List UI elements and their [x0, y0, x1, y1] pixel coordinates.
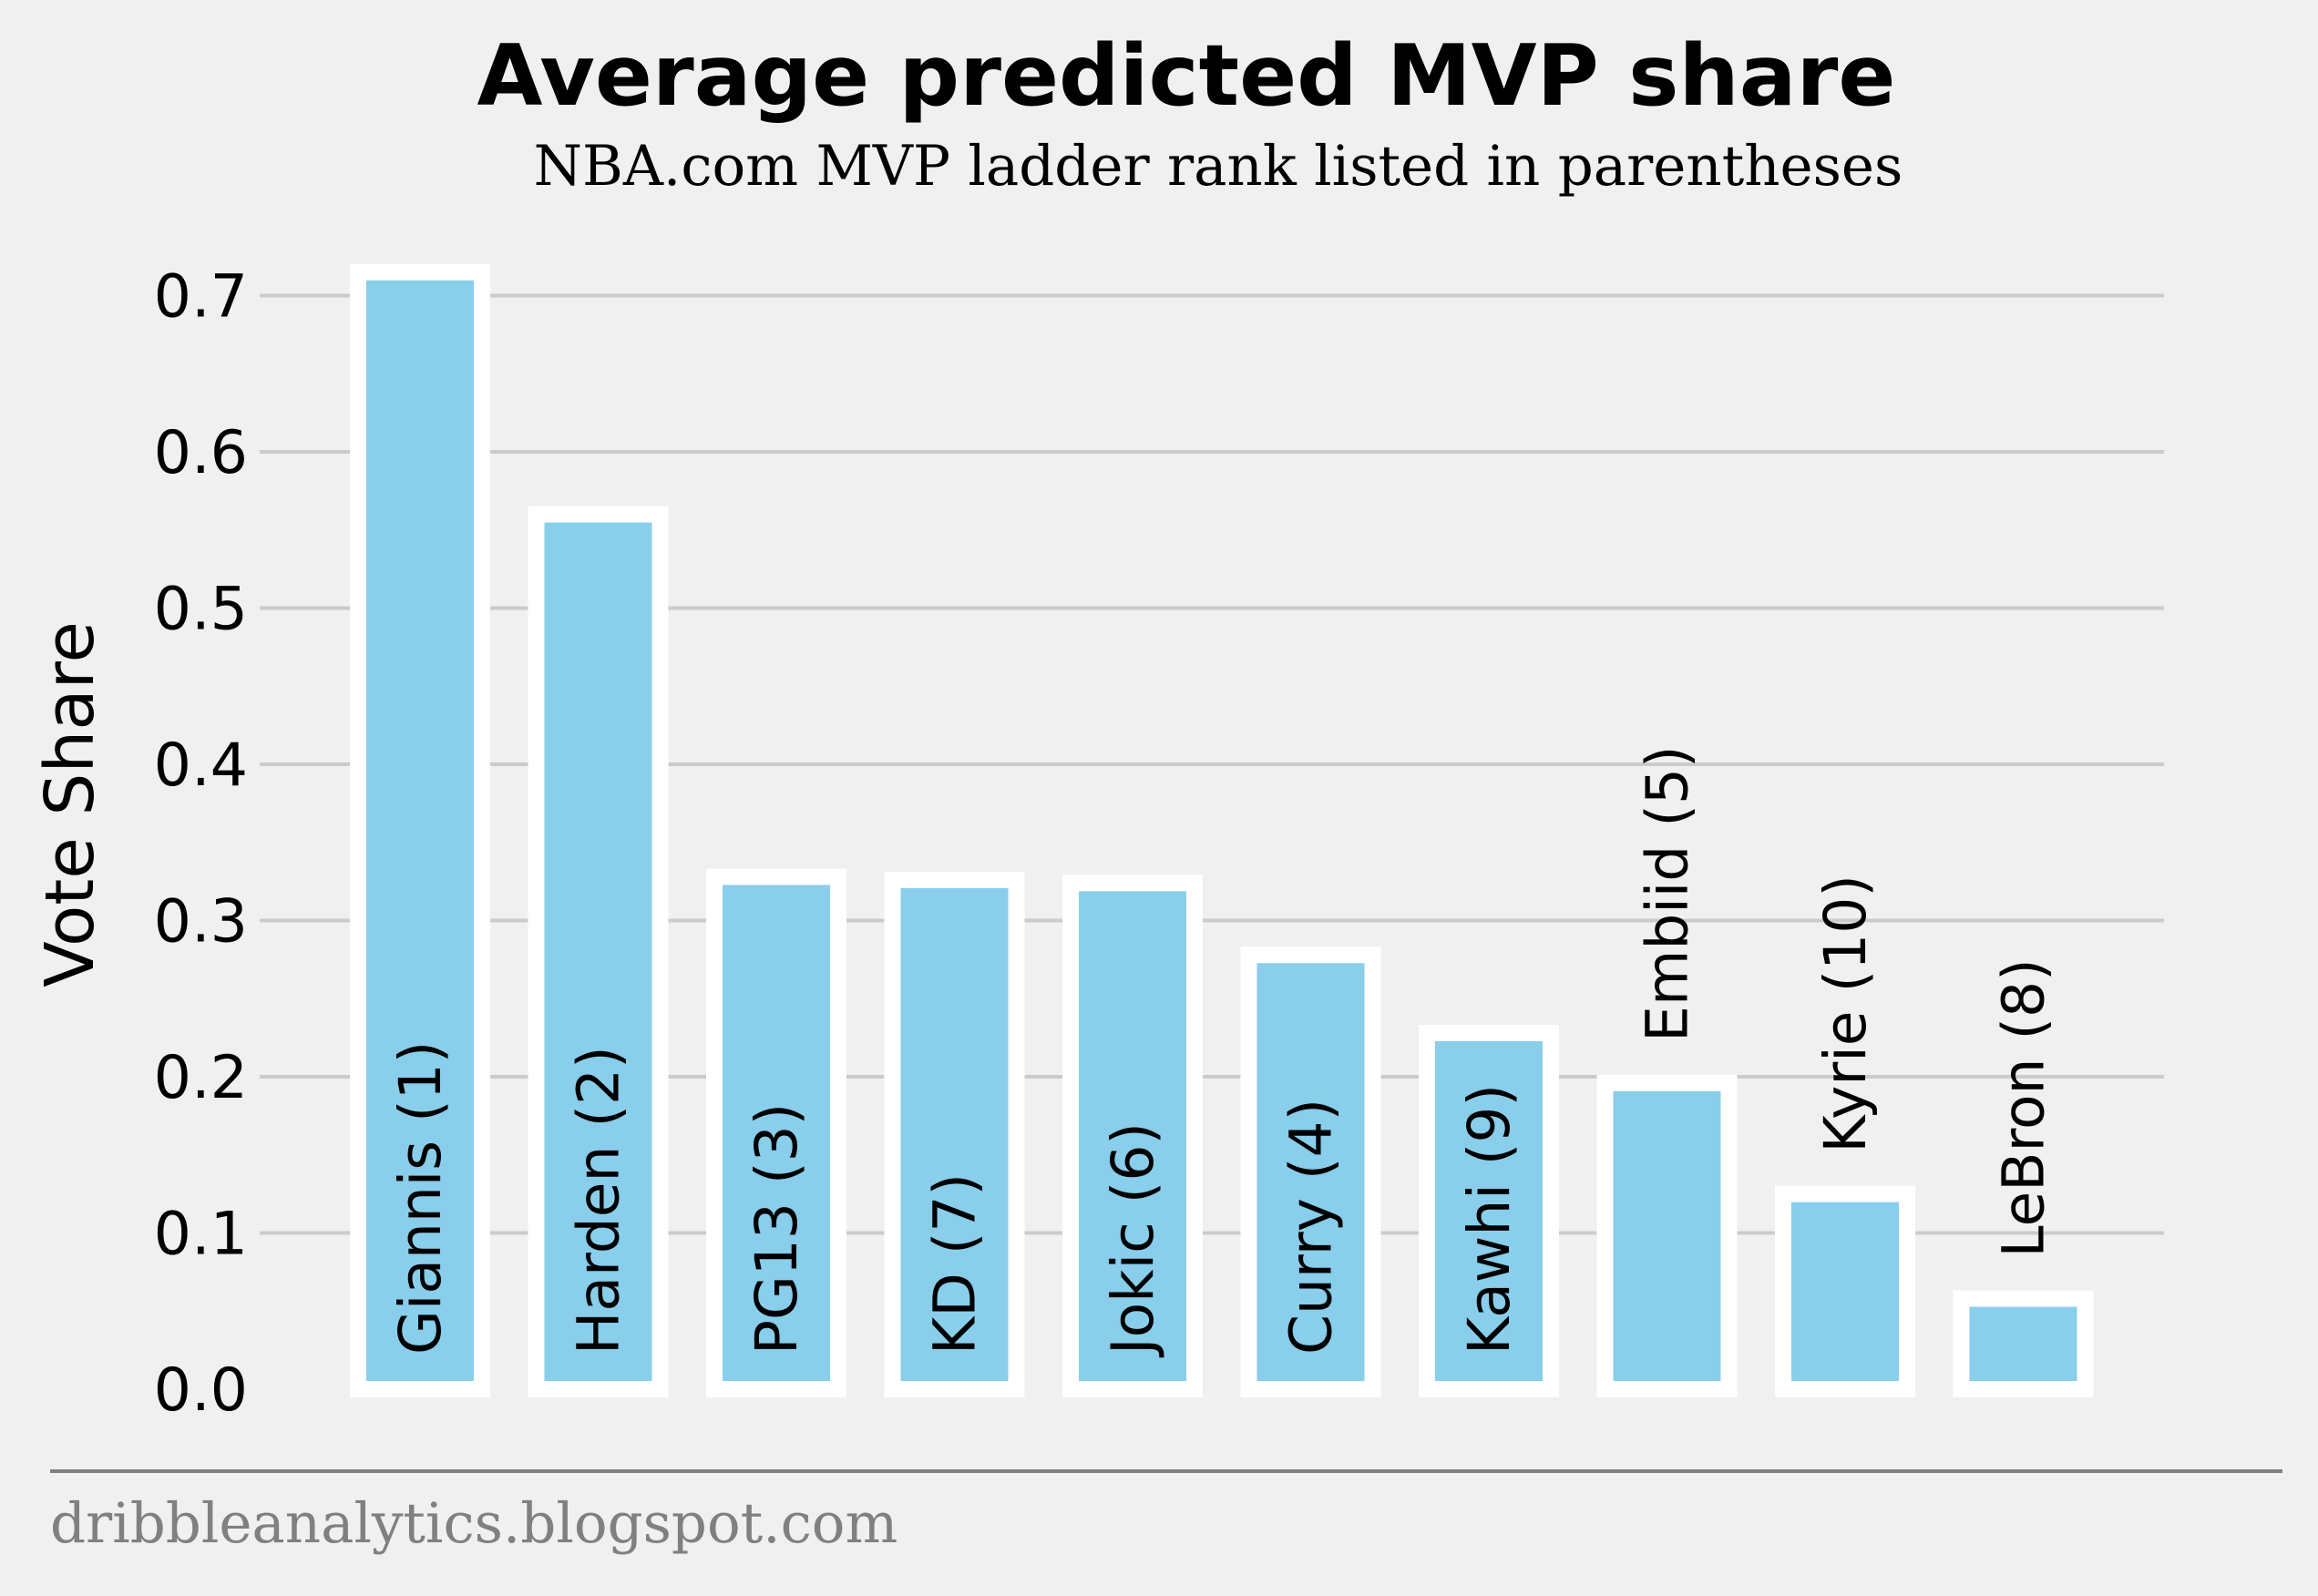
chart-subtitle: NBA.com MVP ladder rank listed in parent… [534, 134, 1903, 199]
bar [528, 506, 669, 1397]
bar-label: Kyrie (10) [1812, 875, 1879, 1153]
bar [706, 868, 846, 1397]
y-tick-label: 0.0 [154, 1356, 248, 1425]
bar [1419, 1024, 1559, 1397]
bar [1953, 1290, 2094, 1398]
y-axis-label: Vote Share [31, 621, 109, 987]
bar-label: Harden (2) [566, 1046, 632, 1355]
bar-label: Embiid (5) [1635, 745, 1701, 1041]
bar [884, 871, 1025, 1397]
bar-label: PG13 (3) [744, 1103, 810, 1355]
bar-label: LeBron (8) [1991, 958, 2057, 1257]
bar-label: Jokic (6) [1100, 1122, 1166, 1358]
y-tick-label: 0.3 [154, 888, 248, 957]
footer-credit: dribbleanalytics.blogspot.com [50, 1491, 897, 1556]
y-axis-ticks: 0.0 0.1 0.2 0.3 0.4 0.5 0.6 0.7 [154, 263, 248, 1426]
bar-label: KD (7) [922, 1173, 989, 1355]
bar [350, 263, 490, 1397]
y-tick-label: 0.1 [154, 1201, 248, 1269]
y-tick-label: 0.4 [154, 732, 248, 800]
y-tick-label: 0.7 [154, 263, 248, 332]
bar-labels: Giannis (1) Harden (2) PG13 (3) KD (7) Jokic… [387, 745, 2057, 1358]
bar-label: Giannis (1) [387, 1041, 454, 1355]
bar [1775, 1185, 1915, 1397]
bar-label: Kawhi (9) [1456, 1084, 1523, 1355]
y-tick-label: 0.6 [154, 419, 248, 487]
bar [1062, 875, 1203, 1397]
bars [350, 263, 2094, 1398]
chart-title: Average predicted MVP share [477, 26, 1896, 125]
bar-label: Curry (4) [1278, 1099, 1345, 1355]
bar [1596, 1074, 1738, 1397]
bar [1240, 946, 1381, 1397]
y-tick-label: 0.5 [154, 576, 248, 644]
y-tick-label: 0.2 [154, 1044, 248, 1112]
